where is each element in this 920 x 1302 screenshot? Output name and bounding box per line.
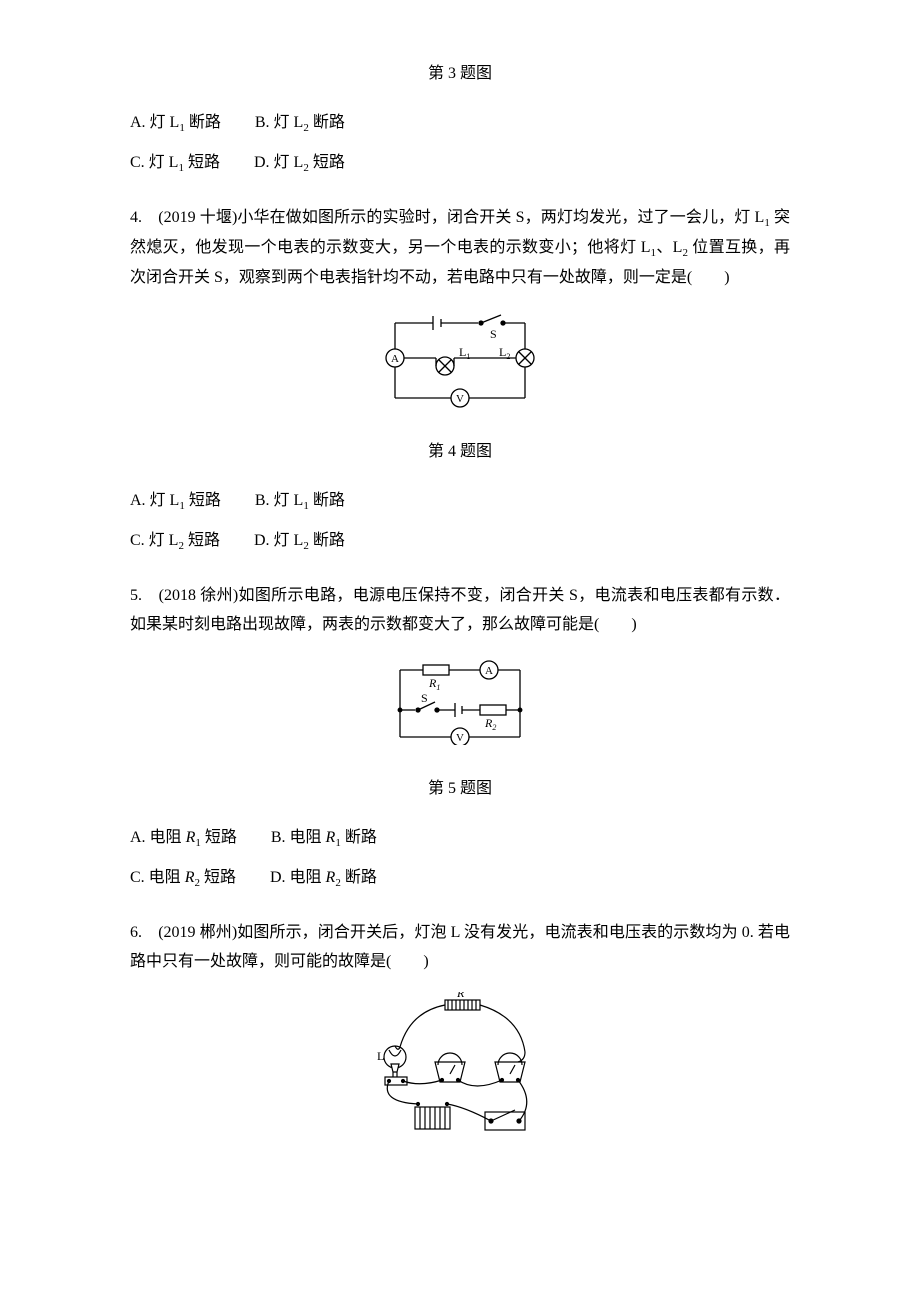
figure4: A V S L1 L2 xyxy=(130,308,790,419)
svg-text:S: S xyxy=(490,327,497,341)
svg-text:V: V xyxy=(456,732,464,744)
q5-option-b: B. 电阻 R1 断路 xyxy=(271,824,377,854)
q4-options-line1: A. 灯 L1 短路 B. 灯 L1 断路 xyxy=(130,487,790,517)
q3-options: A. 灯 L1 断路 B. 灯 L2 断路 C. 灯 L1 短路 D. 灯 L2… xyxy=(130,109,790,179)
question4: 4. (2019 十堰)小华在做如图所示的实验时，闭合开关 S，两灯均发光，过了… xyxy=(130,204,790,293)
figure5-caption: 第 5 题图 xyxy=(130,775,790,804)
question5: 5. (2018 徐州)如图所示电路，电源电压保持不变，闭合开关 S，电流表和电… xyxy=(130,582,790,640)
q3-option-c: C. 灯 L1 短路 xyxy=(130,149,220,179)
figure3-caption: 第 3 题图 xyxy=(130,60,790,89)
q5-option-d: D. 电阻 R2 断路 xyxy=(270,864,377,894)
q5-source: (2018 徐州) xyxy=(159,587,239,604)
q4-option-c: C. 灯 L2 短路 xyxy=(130,527,220,557)
q4-option-d: D. 灯 L2 断路 xyxy=(254,527,345,557)
question6: 6. (2019 郴州)如图所示，闭合开关后，灯泡 L 没有发光，电流表和电压表… xyxy=(130,919,790,977)
circuit6-diagram: R L xyxy=(360,992,560,1142)
circuit5-diagram: A V R1 R2 S xyxy=(385,655,535,745)
svg-text:R1: R1 xyxy=(428,676,440,692)
circuit4-diagram: A V S L1 L2 xyxy=(375,308,545,408)
q5-option-c: C. 电阻 R2 短路 xyxy=(130,864,236,894)
figure5: A V R1 R2 S xyxy=(130,655,790,756)
svg-text:V: V xyxy=(456,393,464,405)
figure4-caption: 第 4 题图 xyxy=(130,438,790,467)
q4-source: (2019 十堰) xyxy=(158,209,237,226)
q5-options: A. 电阻 R1 短路 B. 电阻 R1 断路 C. 电阻 R2 短路 D. 电… xyxy=(130,824,790,894)
q3-options-line2: C. 灯 L1 短路 D. 灯 L2 短路 xyxy=(130,149,790,179)
svg-text:L: L xyxy=(377,1049,384,1063)
q4-number: 4. xyxy=(130,209,158,226)
q5-number: 5. xyxy=(130,587,159,604)
q5-option-a: A. 电阻 R1 短路 xyxy=(130,824,237,854)
q3-option-a: A. 灯 L1 断路 xyxy=(130,109,221,139)
q6-number: 6. xyxy=(130,924,158,941)
figure6: R L xyxy=(130,992,790,1153)
q6-source: (2019 郴州) xyxy=(158,924,237,941)
q5-options-line1: A. 电阻 R1 短路 B. 电阻 R1 断路 xyxy=(130,824,790,854)
svg-text:A: A xyxy=(391,353,399,365)
q4-options: A. 灯 L1 短路 B. 灯 L1 断路 C. 灯 L2 短路 D. 灯 L2… xyxy=(130,487,790,557)
q4-option-a: A. 灯 L1 短路 xyxy=(130,487,221,517)
svg-text:S: S xyxy=(421,691,428,705)
svg-text:A: A xyxy=(485,665,493,677)
q3-options-line1: A. 灯 L1 断路 B. 灯 L2 断路 xyxy=(130,109,790,139)
q3-option-b: B. 灯 L2 断路 xyxy=(255,109,345,139)
q4-options-line2: C. 灯 L2 短路 D. 灯 L2 断路 xyxy=(130,527,790,557)
q5-options-line2: C. 电阻 R2 短路 D. 电阻 R2 断路 xyxy=(130,864,790,894)
svg-text:R2: R2 xyxy=(484,716,496,732)
svg-text:R: R xyxy=(456,992,465,1000)
q3-option-d: D. 灯 L2 短路 xyxy=(254,149,345,179)
q4-option-b: B. 灯 L1 断路 xyxy=(255,487,345,517)
